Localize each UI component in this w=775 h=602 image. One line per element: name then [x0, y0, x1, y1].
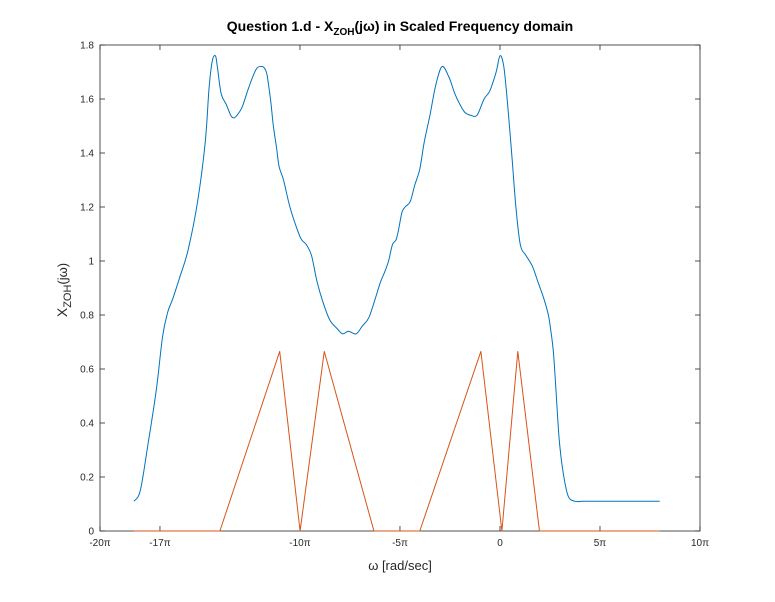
- y-tick-label: 0.2: [80, 473, 94, 484]
- y-axis-label: XZOH(jω): [54, 263, 74, 317]
- y-tick-label: 1.2: [80, 203, 94, 214]
- x-axis-label: ω [rad/sec]: [368, 558, 432, 573]
- y-tick-label: 1: [88, 257, 94, 268]
- y-tick-label: 0.8: [80, 311, 94, 322]
- x-tick-label: 0: [497, 538, 503, 549]
- series-line-1: [133, 55, 660, 503]
- x-tick-label: -10π: [289, 538, 310, 549]
- y-axis-label-subscript: ZOH: [62, 285, 74, 308]
- chart-title: Question 1.d - XZOH(jω) in Scaled Freque…: [227, 18, 573, 38]
- y-tick-label: 1.6: [80, 95, 94, 106]
- x-tick-label: -17π: [149, 538, 170, 549]
- y-tick-label: 0: [88, 527, 94, 538]
- plot-area: [99, 44, 701, 532]
- series-line-2: [133, 350, 660, 532]
- series-layer: [133, 55, 660, 532]
- x-tick-label: 10π: [691, 538, 709, 549]
- chart-title-subscript: ZOH: [333, 27, 354, 38]
- y-tick-label: 1.4: [80, 149, 94, 160]
- y-tick-label: 0.4: [80, 419, 94, 430]
- y-axis-ticks: 0 0.2 0.4 0.6 0.8 1 1.2 1.4 1.6 1.8: [80, 41, 700, 538]
- y-tick-label: 0.6: [80, 365, 94, 376]
- y-tick-label: 1.8: [80, 41, 94, 52]
- x-tick-label: -20π: [89, 538, 110, 549]
- x-tick-label: 5π: [594, 538, 607, 549]
- x-tick-label: -5π: [392, 538, 408, 549]
